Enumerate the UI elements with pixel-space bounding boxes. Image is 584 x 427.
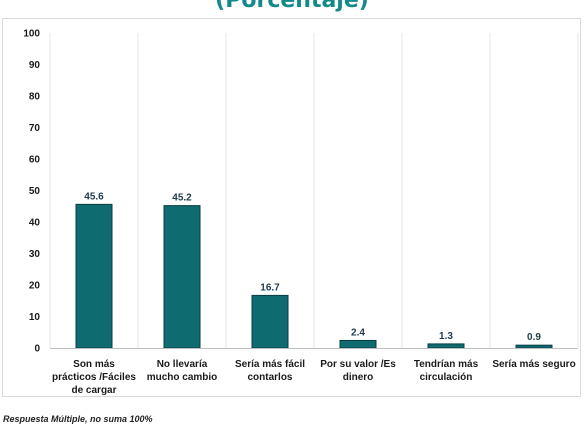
data-label: 45.6	[84, 191, 104, 202]
chart-title: (Porcentaje)	[215, 0, 369, 13]
bar	[75, 203, 113, 349]
y-tick-label: 100	[23, 29, 40, 40]
bars	[75, 203, 553, 349]
x-category-label: No llevaría mucho cambio	[147, 359, 218, 383]
y-tick-label: 90	[29, 60, 41, 71]
y-tick-label: 10	[29, 312, 41, 323]
data-label: 45.2	[172, 193, 192, 204]
data-label: 2.4	[351, 327, 365, 338]
y-tick-label: 60	[29, 155, 41, 166]
x-category-label: Sería más fácil contarlos	[235, 359, 305, 383]
x-category-label: Por su valor /Es dinero	[320, 359, 396, 383]
y-tick-label: 70	[29, 123, 41, 134]
bar	[427, 343, 465, 349]
y-tick-label: 30	[29, 249, 41, 260]
bar	[251, 294, 289, 349]
x-axis: Son más prácticos /Fáciles de cargar No lle…	[50, 348, 578, 396]
bar	[515, 344, 553, 349]
y-tick-label: 20	[29, 281, 41, 292]
data-label: 16.7	[260, 282, 280, 293]
y-tick-label: 80	[29, 92, 41, 103]
grid-lines	[49, 33, 579, 348]
bar	[163, 205, 201, 349]
data-label: 0.9	[527, 332, 541, 343]
x-category-label: Tendrían más circulación	[414, 359, 479, 383]
x-category-label: Sería más seguro	[492, 359, 575, 370]
data-labels: 45.6 45.2 16.7 2.4 1.3 0.9	[84, 191, 541, 343]
y-axis: 0 10 20 30 40 50 60 70 80 90 100	[23, 29, 40, 355]
y-tick-label: 0	[34, 344, 40, 355]
y-tick-label: 50	[29, 186, 41, 197]
x-category-label: Son más prácticos /Fáciles de cargar	[52, 359, 136, 396]
data-label: 1.3	[439, 331, 453, 342]
bar	[339, 339, 377, 349]
y-tick-label: 40	[29, 218, 41, 229]
footnote: Respuesta Múltiple, no suma 100%	[3, 414, 153, 424]
